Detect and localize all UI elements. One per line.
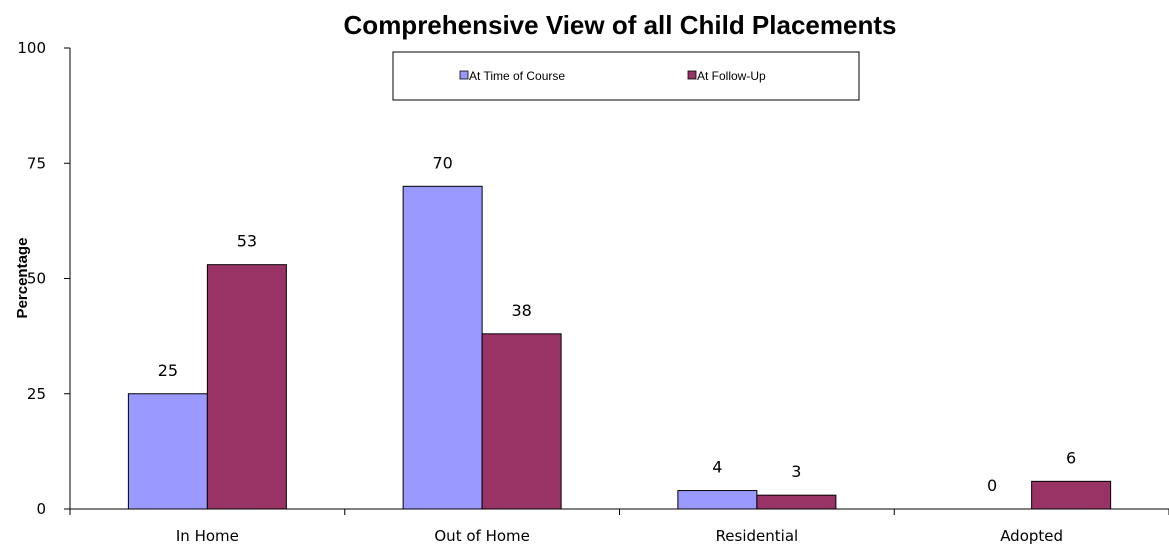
x-tick-label: Adopted bbox=[1000, 527, 1063, 545]
bar-in-home-at-time-of-course bbox=[127, 393, 208, 510]
bar-residential-at-time-of-course bbox=[677, 490, 758, 510]
data-label: 6 bbox=[1066, 448, 1076, 467]
data-label: 25 bbox=[158, 361, 178, 380]
x-tick-label: Out of Home bbox=[434, 527, 530, 545]
data-label: 53 bbox=[237, 232, 257, 251]
data-label: 0 bbox=[987, 476, 997, 495]
y-tick-label: 0 bbox=[36, 500, 46, 518]
data-label: 70 bbox=[432, 153, 452, 172]
bar-adopted-at-follow-up bbox=[1031, 480, 1112, 510]
bar-out-of-home-at-follow-up bbox=[481, 333, 562, 510]
y-tick-label: 50 bbox=[27, 270, 46, 288]
legend-label-at-time-of-course: At Time of Course bbox=[469, 69, 565, 83]
bar-out-of-home-at-time-of-course bbox=[402, 185, 483, 510]
chart-title: Comprehensive View of all Child Placemen… bbox=[344, 10, 897, 40]
y-axis-ticks: 0 25 50 75 100 bbox=[17, 39, 70, 518]
legend-label-at-follow-up: At Follow-Up bbox=[697, 69, 766, 83]
y-tick-label: 25 bbox=[27, 385, 46, 403]
bar-in-home-at-follow-up bbox=[206, 264, 287, 510]
y-tick-label: 75 bbox=[27, 154, 46, 172]
x-tick-label: Residential bbox=[716, 527, 799, 545]
data-label: 38 bbox=[511, 301, 531, 320]
x-axis-ticks: In Home Out of Home Residential Adopted bbox=[69, 509, 1169, 545]
legend: At Time of Course At Follow-Up bbox=[392, 51, 860, 101]
y-tick-label: 100 bbox=[17, 39, 46, 57]
bars bbox=[127, 185, 1112, 510]
legend-swatch-at-follow-up bbox=[687, 70, 697, 80]
bar-residential-at-follow-up bbox=[756, 494, 837, 510]
legend-swatch-at-time-of-course bbox=[459, 70, 469, 80]
y-axis-label: Percentage bbox=[14, 238, 31, 319]
data-labels: 25 53 70 38 4 3 0 6 bbox=[158, 153, 1077, 495]
data-label: 3 bbox=[791, 462, 801, 481]
data-label: 4 bbox=[712, 458, 722, 477]
x-tick-label: In Home bbox=[176, 527, 239, 545]
legend-box bbox=[392, 51, 860, 101]
